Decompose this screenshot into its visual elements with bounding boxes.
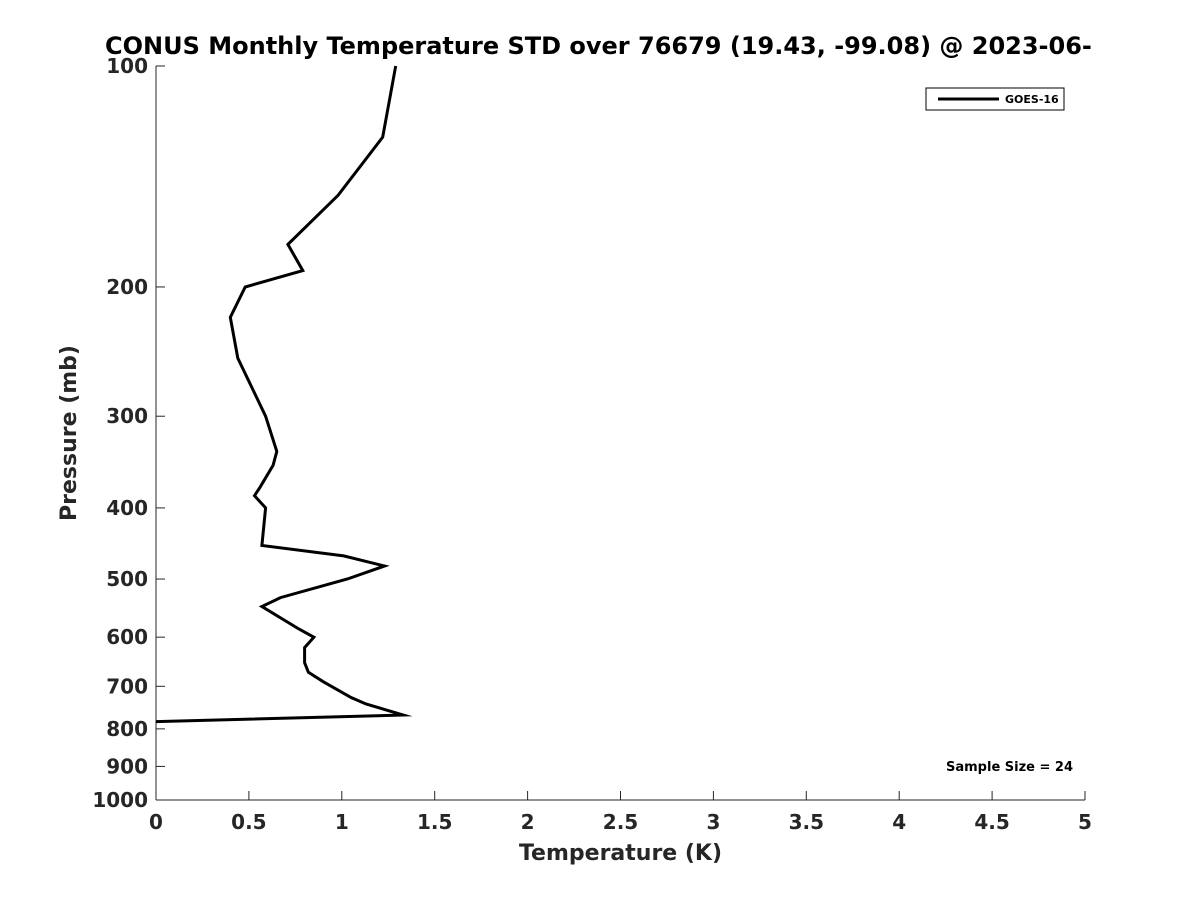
series-layer [155,65,413,724]
plot-axes [155,66,1085,801]
x-axis-ticks: 0 0.5 1 1.5 2 2.5 3 3.5 4 4.5 5 [149,791,1092,834]
legend-label-goes-16: GOES-16 [1005,93,1059,106]
sample-size-annotation: Sample Size = 24 [946,760,1073,775]
y-tick-label: 300 [106,404,148,428]
x-tick-label: 4 [892,810,906,834]
y-tick-label: 900 [106,754,148,778]
series-line-goes-16 [155,65,413,724]
x-tick-label: 3.5 [789,810,824,834]
x-tick-label: 2.5 [603,810,638,834]
y-tick-label: 500 [106,567,148,591]
y-tick-label: 600 [106,625,148,649]
y-tick-label: 1000 [92,788,148,812]
x-tick-label: 1 [335,810,349,834]
chart-title: CONUS Monthly Temperature STD over 76679… [105,32,1092,60]
x-tick-label: 0.5 [231,810,266,834]
legend: GOES-16 [925,87,1065,111]
x-tick-label: 2 [521,810,535,834]
x-tick-label: 5 [1078,810,1092,834]
x-tick-label: 1.5 [417,810,452,834]
x-tick-label: 3 [706,810,720,834]
y-tick-label: 400 [106,496,148,520]
y-axis-ticks: 100 200 300 400 500 600 700 800 900 1000 [92,54,165,812]
y-axis-label: Pressure (mb) [57,345,82,521]
x-tick-label: 0 [149,810,163,834]
y-tick-label: 100 [106,54,148,78]
x-tick-label: 4.5 [974,810,1009,834]
y-tick-label: 700 [106,674,148,698]
y-tick-label: 800 [106,717,148,741]
y-tick-label: 200 [106,275,148,299]
x-axis-label: Temperature (K) [519,841,722,866]
